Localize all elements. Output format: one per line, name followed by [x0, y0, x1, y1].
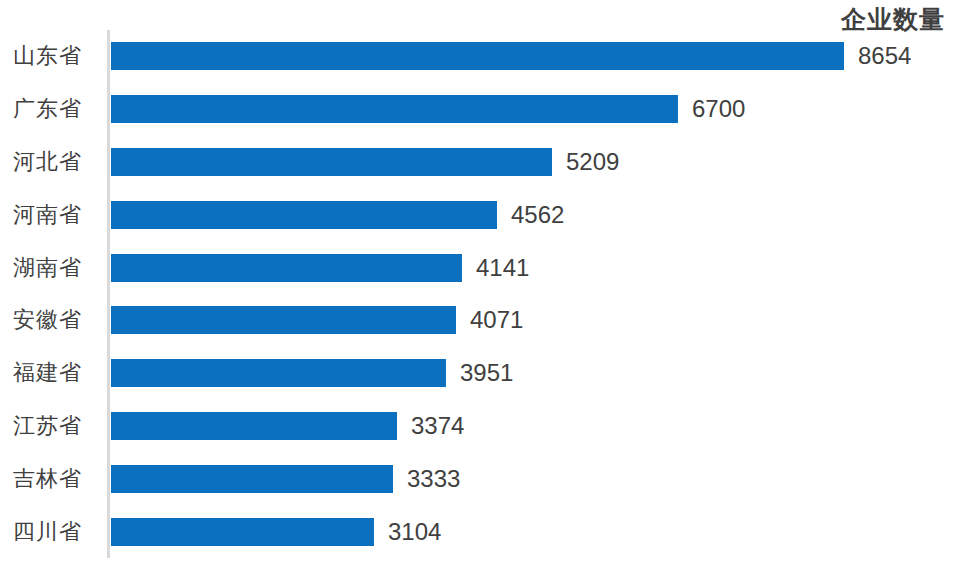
category-label: 福建省	[0, 358, 111, 388]
bar-track: 5209	[111, 136, 959, 189]
value-label: 3951	[460, 359, 513, 387]
bar	[111, 518, 374, 546]
bar-track: 8654	[111, 30, 959, 83]
bar-row: 河北省 5209	[0, 136, 959, 189]
bar-track: 4071	[111, 294, 959, 347]
value-label: 4141	[476, 254, 529, 282]
bar	[111, 95, 678, 123]
bar-chart: 企业数量 山东省 8654 广东省 6700 河北省 5209 河南省 4562…	[0, 0, 959, 580]
bar	[111, 254, 462, 282]
bar	[111, 359, 446, 387]
bar-row: 湖南省 4141	[0, 241, 959, 294]
plot-area: 山东省 8654 广东省 6700 河北省 5209 河南省 4562 湖南省 …	[0, 30, 959, 558]
bar-track: 4141	[111, 241, 959, 294]
bar-row: 安徽省 4071	[0, 294, 959, 347]
category-label: 河南省	[0, 200, 111, 230]
bar-track: 4562	[111, 188, 959, 241]
bar-track: 3104	[111, 505, 959, 558]
bar-track: 3951	[111, 347, 959, 400]
bar	[111, 42, 844, 70]
category-label: 山东省	[0, 41, 111, 71]
bar-rows: 山东省 8654 广东省 6700 河北省 5209 河南省 4562 湖南省 …	[0, 30, 959, 558]
category-label: 吉林省	[0, 464, 111, 494]
bar	[111, 148, 552, 176]
category-label: 江苏省	[0, 411, 111, 441]
value-label: 4071	[470, 306, 523, 334]
bar-row: 山东省 8654	[0, 30, 959, 83]
value-label: 3374	[411, 412, 464, 440]
value-label: 5209	[566, 148, 619, 176]
bar-row: 福建省 3951	[0, 347, 959, 400]
value-label: 3104	[388, 518, 441, 546]
category-label: 广东省	[0, 94, 111, 124]
bar-track: 3374	[111, 400, 959, 453]
bar-row: 广东省 6700	[0, 83, 959, 136]
bar	[111, 201, 497, 229]
value-label: 4562	[511, 201, 564, 229]
category-label: 安徽省	[0, 305, 111, 335]
value-label: 8654	[858, 42, 911, 70]
bar	[111, 412, 397, 440]
category-label: 河北省	[0, 147, 111, 177]
value-label: 3333	[407, 465, 460, 493]
bar-track: 3333	[111, 452, 959, 505]
category-label: 四川省	[0, 517, 111, 547]
bar-row: 河南省 4562	[0, 188, 959, 241]
bar-row: 江苏省 3374	[0, 400, 959, 453]
bar-track: 6700	[111, 83, 959, 136]
bar	[111, 465, 393, 493]
value-label: 6700	[692, 95, 745, 123]
bar	[111, 306, 456, 334]
bar-row: 吉林省 3333	[0, 452, 959, 505]
category-label: 湖南省	[0, 253, 111, 283]
bar-row: 四川省 3104	[0, 505, 959, 558]
